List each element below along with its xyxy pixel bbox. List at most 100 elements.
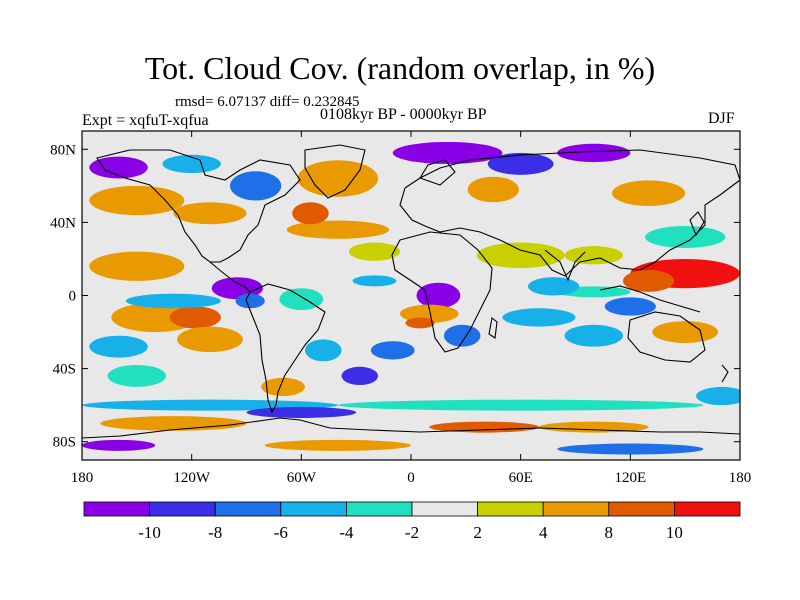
anomaly-region: [538, 421, 649, 433]
colorbar-swatch: [608, 501, 675, 517]
coast-eurasia: [399, 149, 740, 277]
coast-greenland: [304, 144, 366, 199]
anomaly-region: [476, 242, 565, 269]
coast-africa: [391, 231, 493, 353]
x-tick-label: 60E: [509, 470, 533, 486]
coast-madagascar: [488, 316, 498, 339]
colorbar-label: -8: [208, 523, 222, 542]
anomaly-region: [235, 293, 265, 309]
anomaly-region: [89, 335, 148, 358]
anomaly-region: [125, 293, 221, 309]
colorbar-label: 8: [605, 523, 614, 542]
anomaly-region: [304, 339, 342, 362]
colorbar: -10 -8 -6 -4 -2 2 4 8 10: [83, 501, 741, 542]
anomaly-region: [89, 251, 185, 281]
coast-south-america: [245, 283, 326, 414]
x-tick-label: 120W: [173, 470, 211, 486]
period-label: 0108kyr BP - 0000kyr BP: [320, 106, 487, 123]
colorbar-label: -10: [138, 523, 161, 542]
anomaly-region: [297, 160, 379, 197]
anomaly-region: [416, 282, 461, 309]
colorbar-label: 4: [539, 523, 548, 542]
anomaly-region: [352, 275, 397, 287]
anomaly-region: [604, 297, 656, 316]
colorbar-swatch: [542, 501, 610, 517]
colorbar-label: -2: [405, 523, 419, 542]
anomaly-region: [348, 242, 401, 261]
anomaly-region: [392, 141, 503, 164]
experiment-label: Expt = xqfuT-xqfua: [82, 112, 209, 129]
colorbar-swatch: [674, 501, 741, 517]
season-label: DJF: [708, 110, 735, 127]
anomaly-region: [261, 377, 305, 397]
x-tick-label: 180: [729, 470, 752, 486]
anomaly-region: [370, 341, 415, 360]
anomaly-region: [652, 321, 719, 344]
anomaly-region: [246, 406, 357, 418]
x-tick-label: 180: [71, 470, 94, 486]
anomaly-region: [82, 439, 156, 451]
y-tick-label: 40S: [53, 362, 76, 378]
x-tick-label: 60W: [287, 470, 317, 486]
anomaly-region: [612, 180, 686, 206]
rmsd-diff-stats: rmsd= 6.07137 diff= 0.232845: [175, 94, 360, 110]
anomaly-region: [169, 306, 221, 329]
coast-se-asia-islands: [599, 285, 701, 313]
anomaly-region: [557, 143, 631, 163]
anomaly-region: [173, 202, 247, 225]
anomaly-region: [564, 246, 624, 265]
anomaly-region: [162, 154, 221, 174]
anomaly-region: [292, 202, 329, 225]
anomaly-region: [467, 176, 519, 203]
anomaly-region: [527, 277, 580, 296]
coast-new-zealand: [721, 364, 729, 383]
colorbar-label: 2: [473, 523, 482, 542]
colorbar-label: 10: [666, 523, 683, 542]
coast-north-america: [96, 149, 301, 263]
anomaly-region: [177, 326, 243, 353]
anomaly-region: [230, 171, 282, 201]
y-tick-label: 40N: [50, 215, 76, 231]
anomaly-region: [211, 277, 263, 300]
colorbar-swatch: [345, 501, 413, 517]
colorbar-swatch: [411, 501, 478, 517]
coast-japan: [689, 211, 705, 237]
anomaly-region: [644, 226, 726, 248]
colorbar-label: -6: [274, 523, 288, 542]
colorbar-swatch: [83, 501, 150, 517]
anomaly-region: [564, 324, 624, 347]
anomaly-region: [264, 439, 411, 451]
coast-india: [544, 249, 586, 282]
coast-scandinavia: [419, 159, 456, 186]
anomaly-region: [487, 152, 554, 175]
map-title: Tot. Cloud Cov. (random overlap, in %): [144, 50, 656, 86]
coast-australia: [627, 311, 706, 363]
y-tick-label: 80S: [53, 435, 76, 451]
coast-antarctica: [82, 417, 740, 439]
anomaly-region: [696, 386, 740, 406]
anomaly-region: [502, 308, 576, 327]
y-axis: 80N 40N 0 40S 80S: [50, 142, 740, 451]
anomaly-region: [89, 185, 185, 216]
anomaly-region: [107, 364, 167, 387]
anomaly-region: [100, 416, 247, 431]
anomaly-region: [623, 269, 675, 292]
anomaly-region: [89, 156, 148, 179]
anomaly-region: [341, 366, 379, 386]
colorbar-swatch: [149, 501, 216, 517]
anomaly-region: [405, 317, 435, 329]
plot-area: [82, 131, 740, 460]
colorbar-swatch: [214, 501, 282, 517]
colorbar-label: -4: [339, 523, 354, 542]
anomaly-region: [337, 399, 704, 411]
y-tick-label: 80N: [50, 142, 76, 158]
x-tick-label: 120E: [614, 470, 646, 486]
anomaly-region: [429, 421, 539, 433]
colorbar-swatch: [280, 501, 347, 517]
coast-central-america: [209, 261, 251, 293]
coastlines: [82, 144, 740, 439]
anomaly-region: [443, 324, 481, 347]
anomaly-region: [286, 220, 390, 239]
x-axis: 180 120W 60W 0 60E 120E 180: [71, 131, 752, 486]
